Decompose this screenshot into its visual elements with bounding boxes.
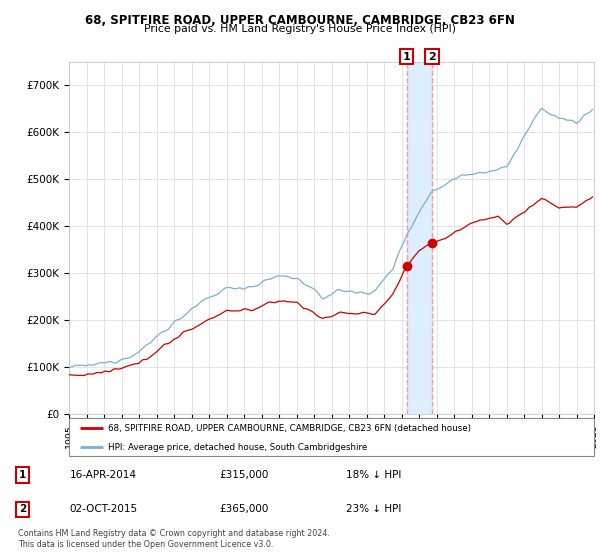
Text: Price paid vs. HM Land Registry's House Price Index (HPI): Price paid vs. HM Land Registry's House … — [144, 24, 456, 34]
FancyBboxPatch shape — [69, 418, 594, 456]
Text: 68, SPITFIRE ROAD, UPPER CAMBOURNE, CAMBRIDGE, CB23 6FN (detached house): 68, SPITFIRE ROAD, UPPER CAMBOURNE, CAMB… — [109, 424, 472, 433]
Text: 02-OCT-2015: 02-OCT-2015 — [70, 505, 138, 515]
Text: HPI: Average price, detached house, South Cambridgeshire: HPI: Average price, detached house, Sout… — [109, 443, 368, 452]
Text: 23% ↓ HPI: 23% ↓ HPI — [346, 505, 401, 515]
Text: Contains HM Land Registry data © Crown copyright and database right 2024.
This d: Contains HM Land Registry data © Crown c… — [18, 529, 330, 549]
Text: £365,000: £365,000 — [220, 505, 269, 515]
Text: 1: 1 — [19, 470, 26, 480]
Text: 1: 1 — [403, 52, 410, 62]
Text: £315,000: £315,000 — [220, 470, 269, 480]
Text: 2: 2 — [428, 52, 436, 62]
Text: 2: 2 — [19, 505, 26, 515]
Text: 18% ↓ HPI: 18% ↓ HPI — [346, 470, 401, 480]
Text: 68, SPITFIRE ROAD, UPPER CAMBOURNE, CAMBRIDGE, CB23 6FN: 68, SPITFIRE ROAD, UPPER CAMBOURNE, CAMB… — [85, 14, 515, 27]
Bar — [407, 62, 432, 414]
Text: 16-APR-2014: 16-APR-2014 — [70, 470, 137, 480]
